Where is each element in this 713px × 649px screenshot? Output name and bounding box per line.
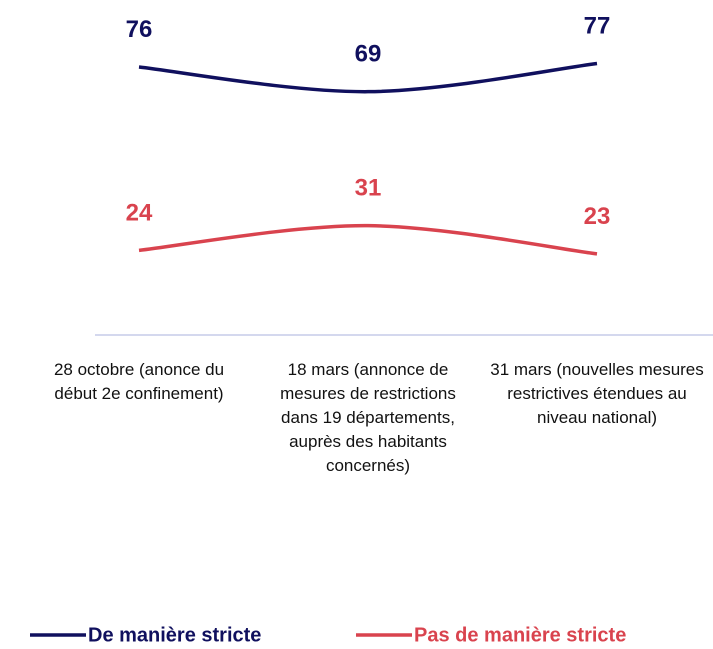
line	[138, 61, 598, 94]
data-label: 69	[355, 41, 382, 68]
data-label: 31	[355, 175, 382, 202]
data-label: 76	[126, 16, 153, 43]
x-tick-label: 28 octobre (anonce du début 2e confineme…	[53, 360, 225, 403]
x-tick-label: 31 mars (nouvelles mesures restrictives …	[490, 360, 704, 427]
data-label: 24	[126, 199, 153, 226]
data-label: 23	[584, 203, 611, 230]
data-label: 77	[584, 12, 611, 39]
legend-label: Pas de manière stricte	[414, 624, 626, 646]
x-tick-label: 18 mars (annonce de mesures de restricti…	[280, 360, 456, 475]
line	[138, 223, 598, 256]
legend-label: De manière stricte	[88, 624, 261, 646]
